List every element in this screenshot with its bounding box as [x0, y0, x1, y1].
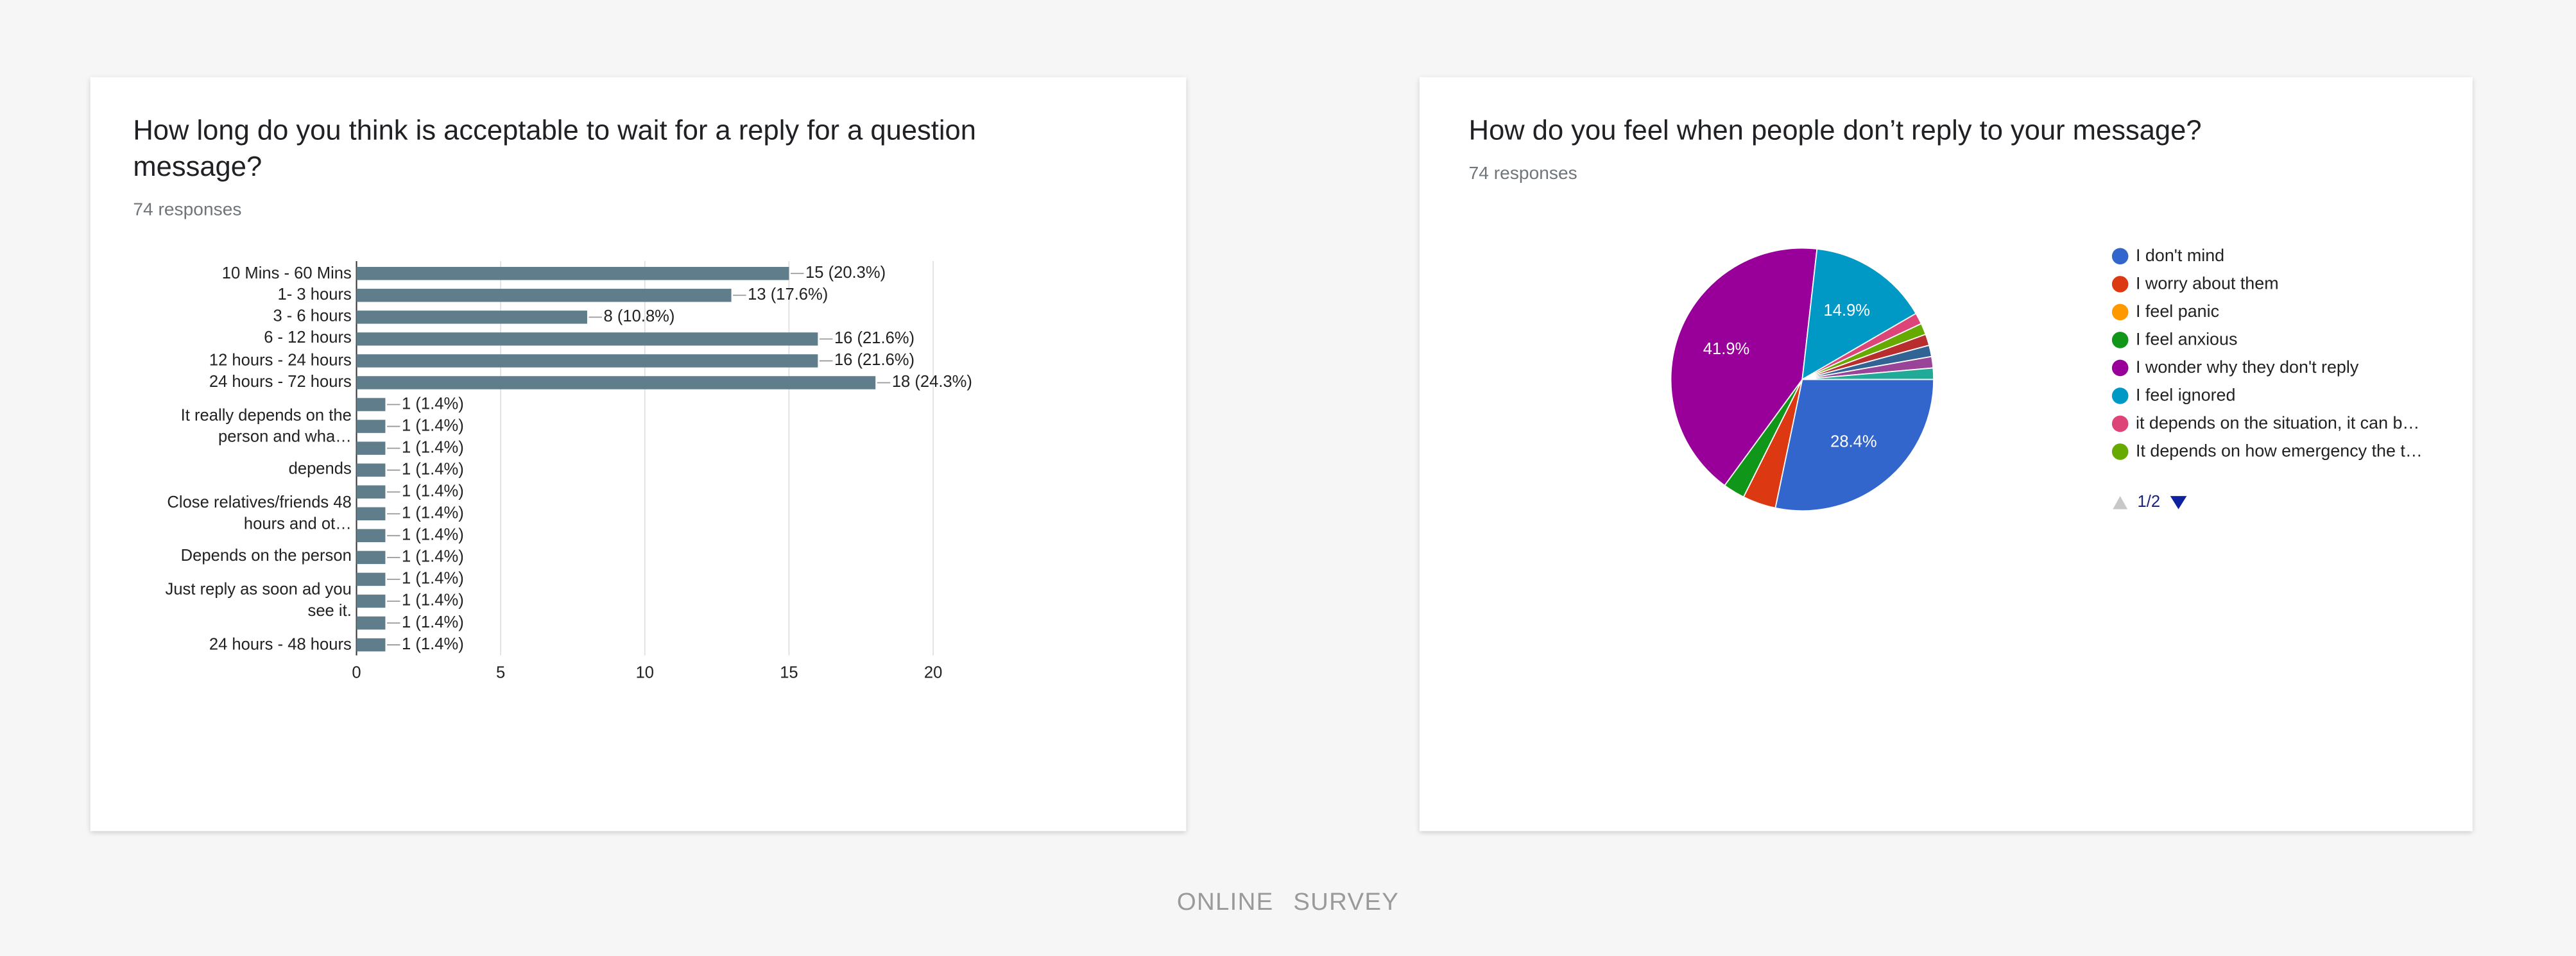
- pie-card: How do you feel when people don’t reply …: [1419, 77, 2473, 832]
- value-label: 16 (21.6%): [834, 329, 914, 347]
- value-label: 1 (1.4%): [402, 592, 464, 610]
- y-tick-label: 3 - 6 hours: [273, 308, 352, 327]
- value-label: 1 (1.4%): [402, 482, 464, 500]
- value-label: 15 (20.3%): [805, 264, 886, 282]
- legend-label: I feel anxious: [2136, 330, 2238, 350]
- y-tick-label: 6 - 12 hours: [264, 330, 352, 348]
- value-label: 18 (24.3%): [892, 373, 972, 391]
- bar-card: How long do you think is acceptable to w…: [90, 77, 1187, 832]
- value-label: 1 (1.4%): [402, 635, 464, 653]
- x-tick-label: 20: [924, 663, 942, 681]
- responses: 74 responses: [1468, 164, 1577, 184]
- pie-slice: [1801, 248, 1917, 381]
- x-tick-label: 10: [636, 663, 654, 681]
- bar: [356, 332, 818, 346]
- bar: [356, 311, 587, 324]
- bar: [356, 398, 386, 411]
- value-label: 1 (1.4%): [402, 548, 464, 566]
- legend-swatch: [2111, 415, 2129, 432]
- y-tick-label: Just reply as soon ad you see it.: [165, 581, 352, 621]
- value-label: 1 (1.4%): [402, 613, 464, 631]
- bar: [356, 267, 789, 280]
- legend-label: it depends on the situation, it can b…: [2136, 414, 2420, 434]
- legend-swatch: [2111, 303, 2129, 321]
- pie-slice: [1670, 247, 1818, 486]
- bar: [356, 441, 386, 455]
- value-label: 13 (17.6%): [748, 286, 828, 303]
- value-label: 16 (21.6%): [834, 351, 914, 369]
- bar: [356, 594, 386, 608]
- slice-label: 28.4%: [1830, 433, 1877, 451]
- y-tick-label: 12 hours - 24 hours: [209, 352, 352, 370]
- pager-label: 1/2: [2138, 493, 2161, 511]
- legend-swatch: [2111, 388, 2129, 404]
- bar: [356, 529, 386, 543]
- value-label: 1 (1.4%): [402, 416, 464, 434]
- value-label: 1 (1.4%): [402, 438, 464, 456]
- value-label: 1 (1.4%): [402, 395, 464, 413]
- legend-swatch: [2111, 276, 2129, 293]
- chart-title: How long do you think is acceptable to w…: [133, 115, 976, 183]
- bar: [356, 420, 386, 433]
- y-tick-label: 10 Mins - 60 Mins: [221, 264, 352, 283]
- y-tick-label: It really depends on the person and wha…: [180, 406, 352, 447]
- legend-label: I feel ignored: [2136, 386, 2236, 406]
- slice-label: 14.9%: [1824, 302, 1871, 320]
- y-tick-label: 1- 3 hours: [277, 286, 352, 305]
- y-tick-label: 24 hours - 48 hours: [209, 635, 352, 654]
- y-tick-label: Depends on the person: [180, 548, 352, 567]
- legend-swatch: [2111, 443, 2129, 460]
- legend-label: I don't mind: [2136, 246, 2225, 266]
- bar: [356, 551, 386, 565]
- responses: 74 responses: [133, 200, 242, 221]
- chart-title: How do you feel when people don’t reply …: [1468, 115, 2202, 146]
- slice-label: 41.9%: [1703, 340, 1750, 358]
- y-tick-label: Close relatives/friends 48 hours and ot…: [167, 494, 352, 534]
- bar: [356, 463, 386, 477]
- bar: [356, 572, 386, 586]
- value-label: 1 (1.4%): [402, 526, 464, 544]
- y-tick-label: 24 hours - 72 hours: [209, 373, 352, 392]
- legend-swatch: [2111, 359, 2129, 377]
- legend-label: It depends on how emergency the t…: [2136, 441, 2423, 462]
- pager-prev: [2113, 496, 2128, 509]
- x-tick-label: 5: [496, 663, 505, 681]
- footer-word: ONLINE: [1176, 888, 1274, 917]
- pie-slice: [1774, 379, 1935, 512]
- y-tick-label: depends: [288, 461, 352, 479]
- bar: [356, 376, 876, 389]
- legend-label: I wonder why they don't reply: [2136, 358, 2359, 378]
- bar: [356, 354, 818, 368]
- bar: [356, 289, 732, 302]
- legend-swatch: [2111, 332, 2129, 348]
- legend-swatch: [2111, 248, 2129, 265]
- legend-label: I feel panic: [2136, 302, 2220, 322]
- pager-next[interactable]: [2170, 496, 2187, 509]
- bar: [356, 638, 386, 652]
- value-label: 8 (10.8%): [604, 307, 675, 325]
- value-label: 1 (1.4%): [402, 570, 464, 588]
- value-label: 1 (1.4%): [402, 460, 464, 478]
- bar: [356, 507, 386, 521]
- value-label: 1 (1.4%): [402, 504, 464, 522]
- bar: [356, 485, 386, 499]
- pie-slice: [1802, 367, 1935, 380]
- x-tick-label: 0: [352, 663, 361, 681]
- footer: ONLINE SURVEY: [0, 889, 2576, 917]
- footer-word: SURVEY: [1293, 888, 1400, 917]
- legend-label: I worry about them: [2136, 274, 2279, 294]
- bar: [356, 616, 386, 630]
- x-tick-label: 15: [780, 663, 798, 681]
